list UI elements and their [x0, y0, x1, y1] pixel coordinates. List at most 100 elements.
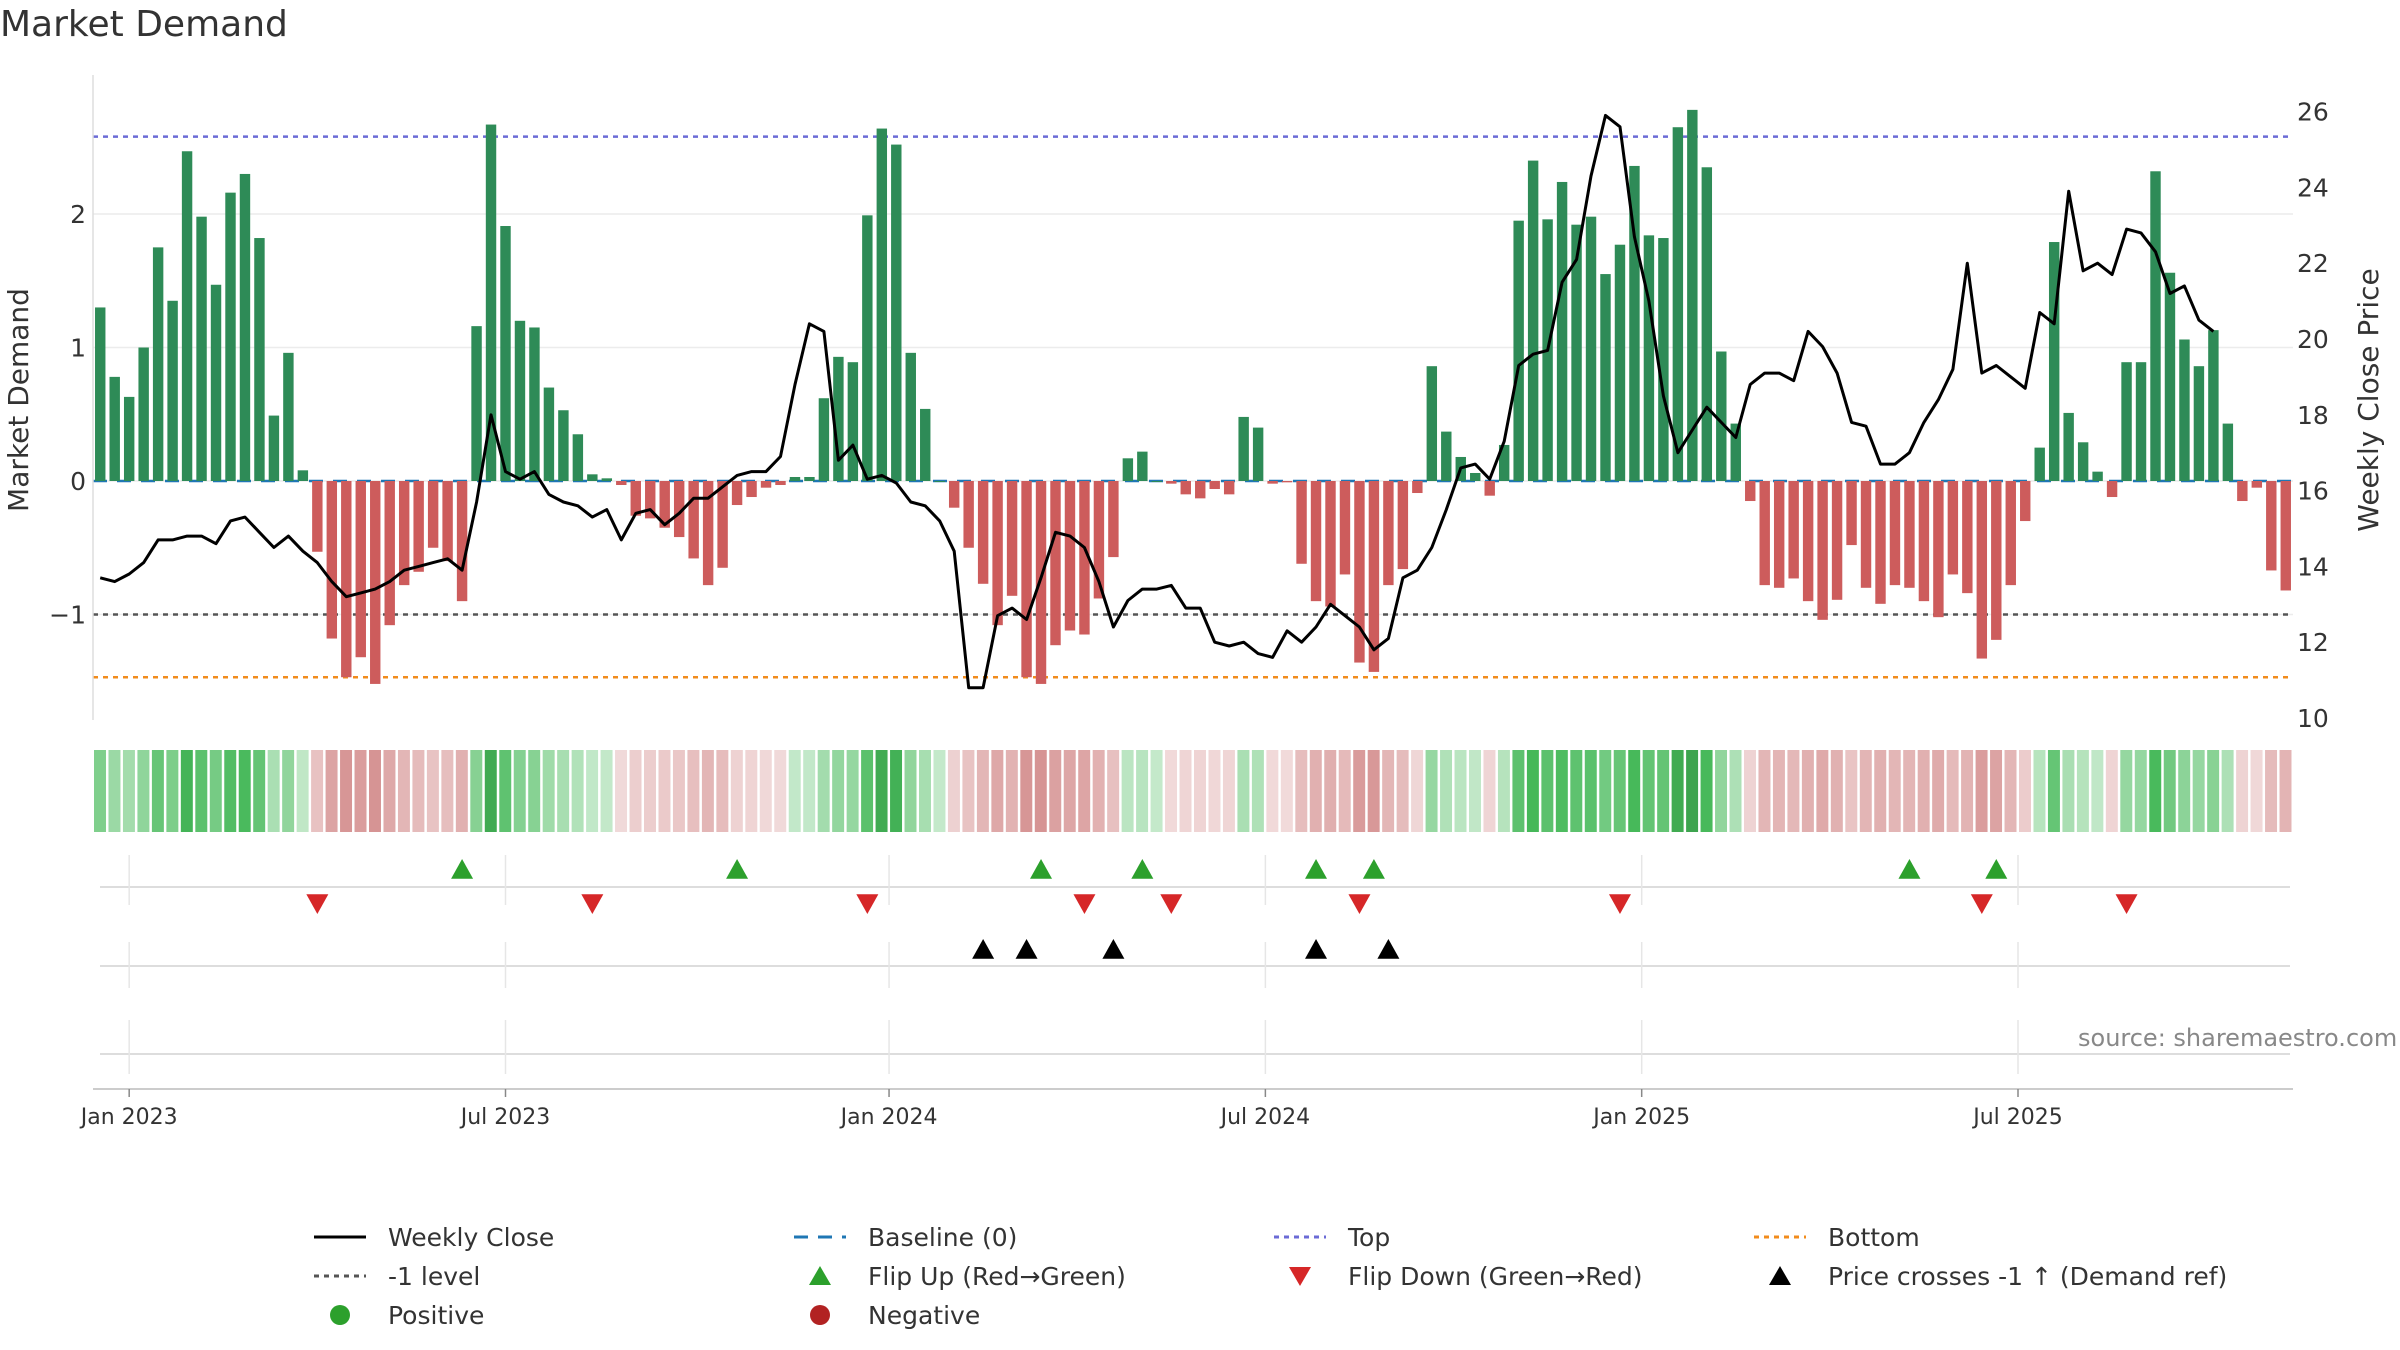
- demand-bar: [485, 124, 497, 482]
- y2-tick-label: 16: [2297, 477, 2329, 506]
- demand-bar: [1875, 481, 1886, 604]
- heat-cell: [2120, 750, 2133, 832]
- heat-cell: [803, 750, 816, 832]
- heat-cell: [151, 750, 164, 832]
- heat-cell: [1222, 750, 1235, 832]
- heat-cell: [1005, 750, 1018, 832]
- demand-bar: [1831, 481, 1843, 600]
- heat-cell: [730, 750, 743, 832]
- demand-bar: [1614, 244, 1626, 481]
- demand-bar: [1397, 481, 1409, 570]
- heat-cell: [2019, 750, 2031, 832]
- demand-bar: [1860, 481, 1872, 588]
- y-tick-label: 2: [70, 200, 86, 229]
- demand-bar: [572, 434, 584, 481]
- y-tick-label: −1: [49, 601, 86, 630]
- y2-tick-label: 10: [2297, 704, 2329, 733]
- demand-bar: [818, 398, 830, 481]
- demand-bar: [1991, 481, 2002, 640]
- heat-cell: [1194, 750, 1206, 832]
- heat-cell: [2134, 750, 2147, 832]
- heat-cell: [1483, 750, 1496, 832]
- heat-cell: [209, 750, 222, 832]
- heat-cell: [325, 750, 338, 832]
- demand-bar: [1093, 481, 1105, 599]
- demand-bar: [905, 352, 916, 481]
- demand-bar: [2179, 339, 2190, 481]
- demand-bar: [1166, 481, 1177, 484]
- cross-up-marker: [1015, 939, 1038, 959]
- heat-cell: [166, 750, 179, 832]
- heat-cell: [1338, 750, 1351, 832]
- demand-bar: [992, 481, 1003, 626]
- heat-cell: [1961, 750, 1974, 832]
- demand-bar: [1788, 481, 1799, 579]
- demand-bar: [1267, 481, 1278, 484]
- flip-up-marker: [726, 859, 749, 879]
- y2-tick-label: 18: [2297, 401, 2329, 430]
- flip-down-marker: [306, 894, 329, 914]
- demand-bar: [977, 481, 989, 584]
- source-credit: source: sharemaestro.com: [2078, 1024, 2398, 1052]
- y-tick-label: 1: [70, 334, 86, 363]
- demand-bar: [1325, 481, 1336, 607]
- demand-bar: [1339, 481, 1351, 575]
- heat-cell: [441, 750, 454, 832]
- heat-cell: [1845, 750, 1858, 832]
- heat-cell: [180, 750, 193, 832]
- heat-cell: [976, 750, 989, 832]
- demand-bar: [529, 327, 540, 481]
- flip-up-marker: [451, 859, 474, 879]
- heat-cell: [1179, 750, 1192, 832]
- heat-cell: [1049, 750, 1062, 832]
- demand-bar: [673, 481, 685, 538]
- y2-tick-label: 20: [2297, 325, 2329, 354]
- flip-up-marker: [1362, 859, 1385, 879]
- flip-down-marker: [1073, 894, 1096, 914]
- demand-bar: [2092, 471, 2103, 481]
- heat-cell: [557, 750, 570, 832]
- heat-cell: [2091, 750, 2104, 832]
- demand-bar: [1759, 481, 1770, 586]
- demand-bar: [2048, 242, 2060, 481]
- reference-levels: [93, 135, 2293, 679]
- heat-cell: [1801, 750, 1814, 832]
- heat-cell: [1063, 750, 1076, 832]
- cross-up-marker: [1102, 939, 1125, 959]
- demand-bar: [500, 226, 511, 481]
- heat-cell: [1469, 750, 1481, 832]
- y-axis-label: Market Demand: [2, 288, 35, 512]
- heat-cell: [484, 750, 497, 832]
- demand-bar: [384, 481, 395, 626]
- demand-bar: [1918, 481, 1930, 602]
- heat-cell: [1657, 750, 1670, 832]
- heat-cell: [1628, 750, 1641, 832]
- demand-bar: [1021, 481, 1032, 678]
- heat-cell: [282, 750, 295, 832]
- demand-bar: [2164, 272, 2176, 481]
- heat-cell: [991, 750, 1004, 832]
- heat-cell: [1642, 750, 1655, 832]
- demand-bar: [1484, 481, 1495, 496]
- heat-cell: [1324, 750, 1337, 832]
- x-tick-label: Jul 2023: [459, 1105, 551, 1130]
- flip-down-marker: [856, 894, 879, 914]
- demand-bar: [702, 481, 714, 586]
- heat-cell: [1295, 750, 1308, 832]
- demand-bar: [601, 478, 613, 481]
- heat-cell: [354, 750, 367, 832]
- y2-axis-label: Weekly Close Price: [2352, 268, 2385, 531]
- heat-cell: [919, 750, 931, 832]
- demand-bar: [1773, 481, 1785, 588]
- demand-bars: [95, 109, 2291, 684]
- demand-bar: [1962, 481, 1973, 594]
- demand-heat-strip: [94, 750, 2292, 832]
- demand-bar: [225, 192, 236, 481]
- x-tick-label: Jan 2023: [79, 1105, 178, 1130]
- demand-bar: [1701, 167, 1713, 481]
- heat-cell: [586, 750, 599, 832]
- demand-bar: [775, 481, 786, 486]
- demand-bar: [1600, 274, 1611, 481]
- y2-tick-label: 14: [2297, 552, 2329, 581]
- demand-bar: [297, 470, 309, 481]
